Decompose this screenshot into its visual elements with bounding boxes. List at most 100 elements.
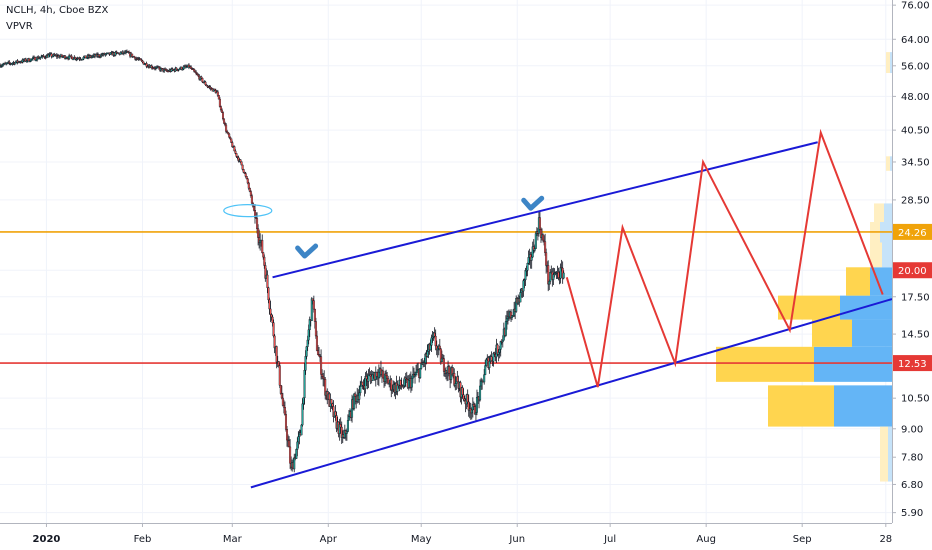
candle-body — [430, 337, 433, 346]
candle-body — [534, 233, 537, 249]
vpvr-down-bar — [870, 242, 882, 268]
price-tick-label: 40.50 — [901, 126, 930, 137]
drawings — [223, 128, 893, 489]
candle-body — [488, 361, 491, 368]
candle-body — [354, 393, 357, 397]
candle-body — [530, 256, 533, 261]
vpvr-down-bar — [880, 426, 888, 482]
time-tick-label: 28 — [879, 534, 892, 545]
candle-body — [466, 394, 469, 403]
candle-body — [426, 351, 429, 357]
price-tick-label: 48.00 — [901, 92, 930, 103]
candle-body — [141, 60, 144, 63]
candle-body — [228, 133, 231, 138]
candle-body — [415, 371, 418, 375]
highlight-ellipse — [223, 204, 273, 218]
candle-body — [268, 299, 271, 310]
time-axis[interactable]: 2020 Feb Mar Apr May Jun Jul Aug Sep 28 — [0, 523, 892, 545]
time-tick-label: Apr — [320, 534, 338, 545]
candle-body — [505, 318, 508, 322]
candle-body — [407, 380, 410, 388]
candle-body — [442, 358, 445, 372]
candle-body — [272, 322, 275, 337]
candle-body — [519, 292, 522, 303]
candle-body — [221, 112, 224, 120]
candle-body — [165, 69, 168, 71]
time-tick-label: Jul — [603, 534, 616, 545]
vpvr-down-bar — [874, 203, 884, 222]
price-tick-label: 7.80 — [901, 453, 923, 464]
candle-body — [367, 374, 370, 382]
candle-body — [306, 339, 309, 347]
time-tick-label: 2020 — [33, 534, 61, 545]
candle-body — [498, 349, 501, 353]
candle-body — [189, 66, 192, 69]
vpvr-down-bar — [886, 52, 890, 74]
candle-body — [522, 280, 525, 292]
time-tick-label: Sep — [793, 534, 812, 545]
time-tick-label: Mar — [223, 534, 243, 545]
price-tick-label: 5.90 — [901, 508, 923, 519]
candle-body — [324, 379, 327, 396]
time-tick-label: Aug — [696, 534, 716, 545]
price-tick-label: 34.50 — [901, 157, 930, 168]
candle-body — [347, 416, 350, 421]
candle-body — [472, 404, 475, 407]
candle-body — [200, 76, 203, 79]
price-tick-label: 14.50 — [901, 330, 930, 341]
candle-body — [307, 329, 310, 341]
price-tick-label: 6.80 — [901, 480, 923, 491]
candle-body — [448, 366, 451, 374]
candle-body — [34, 56, 37, 61]
candle-body — [252, 205, 255, 211]
candle-body — [295, 449, 298, 459]
price-label-text: 24.26 — [898, 228, 927, 239]
candle-body — [50, 53, 53, 57]
price-axis[interactable]: 76.00 64.00 56.00 48.00 40.50 34.50 28.50 24.26… — [892, 0, 932, 550]
time-tick-label: Feb — [134, 534, 152, 545]
candle-body — [365, 376, 368, 380]
volume-profile — [716, 52, 892, 482]
candle-body — [533, 248, 536, 251]
candle-body — [538, 217, 541, 230]
candle-body — [470, 409, 473, 414]
candle-body — [175, 67, 178, 70]
candle-body — [559, 267, 562, 279]
candle-body — [438, 345, 441, 350]
price-tick-label: 64.00 — [901, 35, 930, 46]
candle-body — [246, 178, 249, 184]
candle-body — [302, 397, 305, 405]
time-tick-label: May — [411, 534, 432, 545]
candle-body — [204, 81, 207, 86]
candle-body — [284, 414, 287, 430]
candle-body — [390, 379, 393, 391]
candle-body — [171, 68, 174, 70]
indicator-label[interactable]: VPVR — [6, 21, 33, 32]
candle-body — [288, 440, 291, 448]
candlesticks — [0, 49, 565, 473]
candle-body — [484, 365, 487, 375]
candle-body — [241, 164, 244, 170]
candle-body — [223, 118, 226, 124]
candle-body — [217, 95, 220, 100]
candle-body — [289, 446, 292, 464]
candle-body — [98, 54, 101, 57]
grid — [0, 0, 892, 523]
candle-body — [456, 376, 459, 383]
candle-body — [293, 457, 296, 470]
candle-body — [542, 234, 545, 241]
candle-body — [463, 398, 466, 401]
candle-body — [492, 353, 495, 362]
candle-body — [247, 182, 250, 189]
candle-body — [346, 420, 349, 432]
candle-body — [275, 346, 278, 363]
candle-body — [235, 153, 238, 157]
candle-body — [361, 381, 364, 386]
candle-body — [331, 403, 334, 407]
vpvr-up-bar — [814, 346, 892, 382]
candle-body — [82, 56, 85, 60]
candle-body — [257, 228, 260, 238]
candle-body — [382, 370, 385, 379]
candle-body — [545, 252, 548, 266]
